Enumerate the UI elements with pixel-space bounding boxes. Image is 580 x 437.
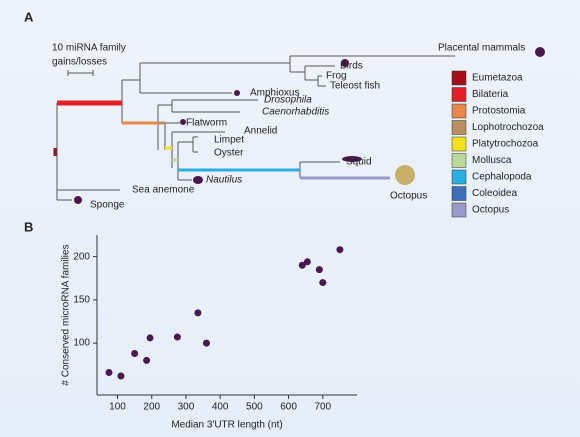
scale-label: 10 miRNA family [52,43,126,54]
taxon-label: Annelid [244,126,277,137]
icon [535,47,545,57]
taxon-label: Octopus [390,191,427,202]
point [143,356,151,364]
point [146,334,154,342]
legend-label: Bilateria [472,89,509,100]
icon [193,176,203,184]
icon [395,165,415,185]
point [194,309,202,317]
y-axis-title: # Conserved microRNA families [61,244,72,385]
legend-swatch [451,87,467,102]
legend-swatch [451,70,467,86]
taxon-label: Oyster [214,148,244,159]
icon [74,196,82,204]
tree: A 10 miRNA family gains/losses [24,9,545,234]
legend-swatch [451,136,467,152]
point [303,258,311,266]
point [315,266,323,274]
x-tick-label: 700 [314,402,331,413]
taxon-label: Teleost fish [330,81,380,92]
legend-label: Cephalopoda [472,172,532,183]
taxon-label: Placental mammals [438,43,525,54]
legend-label: Mollusca [472,155,512,166]
point [336,246,344,254]
y-tick-label: 200 [73,251,90,262]
scale-label: gains/losses [52,57,107,68]
taxon-label: Frog [326,71,347,82]
taxon-label: Sponge [90,200,125,211]
icon [180,119,186,125]
legend-label: Coleoidea [472,188,517,199]
taxon-label: Limpet [214,135,244,146]
point [319,279,327,287]
legend-label: Lophotrochozoa [472,122,544,133]
taxon-label: Sea anemone [132,185,195,196]
legend-label: Eumetazoa [472,73,523,84]
x-tick-label: 100 [109,402,126,413]
taxon-label: Flatworm [186,118,227,129]
panel-label: B [24,219,33,234]
point [117,372,125,380]
taxon-label: Drosophila [264,95,312,106]
x-axis-title: Median 3′UTR length (nt) [171,420,282,431]
point [105,369,113,377]
legend-label: Platytrochozoa [472,139,539,150]
taxon-label: Caenorhabditis [262,107,329,118]
x-tick-label: 600 [280,402,297,413]
point [131,349,139,357]
legend-swatch [451,186,467,201]
taxon-label: Nautilus [206,175,242,186]
taxon-label: Squid [346,157,372,168]
legend-swatch [451,103,467,119]
x-tick-label: 300 [178,402,195,413]
icon [342,156,362,162]
icon [341,59,349,67]
legend-swatch [451,202,467,218]
legend-swatch [451,153,467,168]
point [298,261,306,269]
x-tick-label: 400 [212,402,229,413]
y-tick-label: 150 [73,295,90,306]
legend-label: Octopus [472,205,509,216]
x-tick-label: 200 [143,402,160,413]
x-tick-label: 500 [246,402,263,413]
taxon-label: Birds [340,61,363,72]
legend-swatch [451,120,467,135]
point [173,333,181,341]
legend-label: Protostomia [472,106,526,117]
point [202,339,210,347]
legend-swatch [451,169,467,185]
taxon-label: Amphioxus [250,88,299,99]
panel-label: A [24,9,34,24]
y-tick-label: 100 [73,338,90,349]
icon [234,90,240,96]
